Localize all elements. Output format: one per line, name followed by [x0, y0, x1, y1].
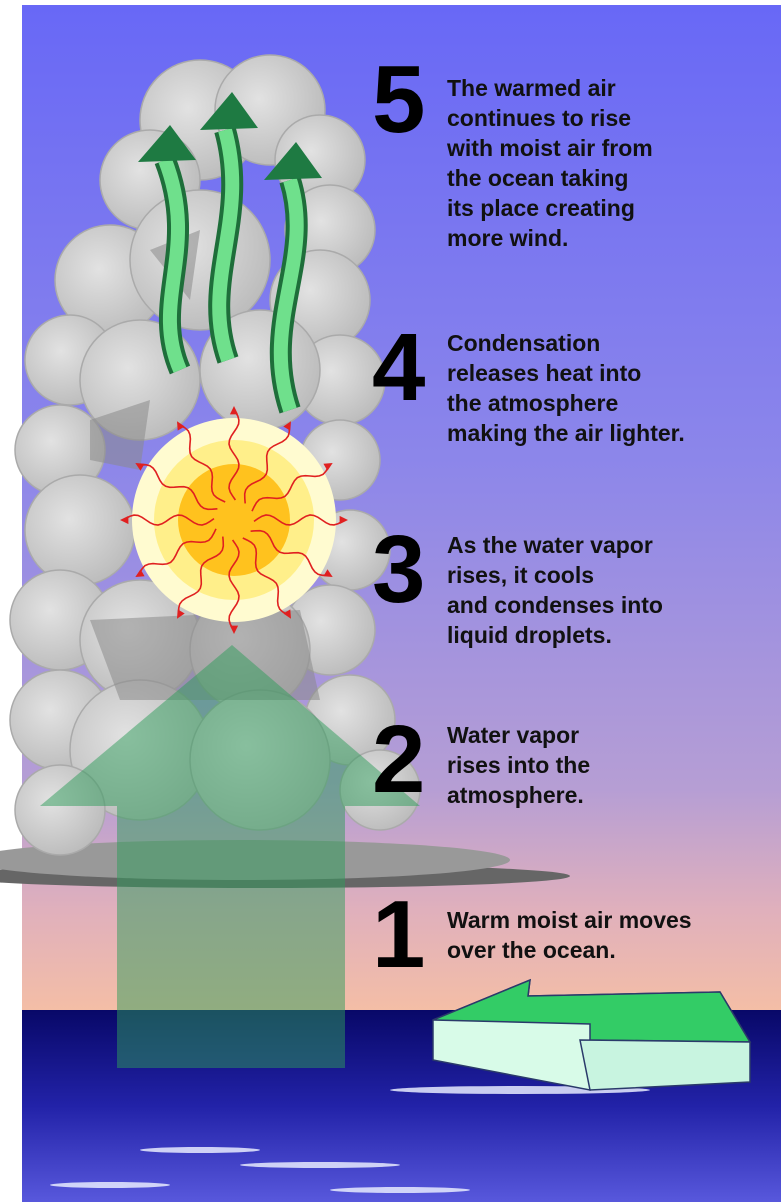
wind-arrow: [273, 177, 304, 413]
heat-ray-tip: [177, 421, 185, 431]
step-text: The warmed air: [447, 75, 616, 101]
heat-ray-tip: [135, 463, 145, 471]
heat-ray-tip: [177, 609, 185, 619]
surface-wind-arrow: [579, 1039, 751, 1091]
wind-arrow: [138, 92, 322, 414]
heat-ray: [228, 411, 240, 501]
wave-highlight: [140, 1147, 260, 1153]
wave-highlight: [240, 1162, 400, 1168]
step-text: Condensation: [447, 330, 600, 356]
wind-arrow: [212, 128, 240, 363]
rising-arrow: [40, 645, 420, 1068]
step-text: rises into the: [447, 752, 590, 778]
wind-arrow: [138, 125, 196, 162]
step-text: releases heat into: [447, 360, 641, 386]
cloud-shadow: [90, 400, 150, 470]
heat-ray-tip: [120, 515, 129, 525]
step-text: rises, it cools: [447, 562, 594, 588]
heat-ray: [242, 537, 288, 615]
step-text: Warm moist air moves: [447, 907, 692, 933]
step-number: 2: [372, 706, 425, 813]
wave-highlight: [330, 1187, 470, 1193]
wave-highlight: [50, 1182, 170, 1188]
step-number: 3: [372, 516, 425, 623]
step-number: 4: [372, 314, 425, 421]
step-text: making the air lighter.: [447, 420, 685, 446]
heat-ray: [139, 528, 217, 574]
heat-ray: [253, 514, 343, 526]
rising-arrow: [40, 645, 420, 1068]
wind-arrow: [264, 142, 322, 180]
steps: 5 The warmed air continues to rise with moi…: [372, 46, 692, 988]
surface-wind-arrow: [432, 978, 752, 1091]
heat-sun: [132, 418, 336, 622]
heat-ray-tip: [323, 463, 333, 471]
step-text: over the ocean.: [447, 937, 616, 963]
heat-ray-tip: [229, 406, 239, 415]
step-text: As the water vapor: [447, 532, 653, 558]
step-text: the ocean taking: [447, 165, 628, 191]
cloud: [24, 474, 136, 586]
step-text: the atmosphere: [447, 390, 618, 416]
heat-ray-tip: [229, 625, 239, 634]
heat-ray: [243, 427, 291, 504]
heat-ray: [250, 529, 327, 577]
heat-ray: [141, 463, 218, 511]
cloud: [129, 189, 271, 331]
heat-ray-tip: [339, 515, 348, 525]
heat-ray-tip: [283, 609, 291, 619]
surface-wind-arrow: [432, 978, 752, 1043]
step-text: with moist air from: [446, 135, 653, 161]
step-text: Water vapor: [447, 722, 579, 748]
heat-ray: [177, 536, 225, 613]
step-number: 5: [372, 46, 425, 153]
step-text: atmosphere.: [447, 782, 584, 808]
heat-ray: [251, 466, 329, 512]
heat-ray-tip: [323, 569, 333, 577]
heat-ray: [120, 406, 348, 634]
step-text: and condenses into: [447, 592, 663, 618]
heat-ray: [228, 539, 240, 629]
heat-sun: [178, 464, 290, 576]
heat-ray: [180, 425, 226, 503]
step-text: its place creating: [447, 195, 635, 221]
heat-ray: [125, 514, 215, 526]
wind-arrow: [158, 157, 187, 373]
step-number: 1: [372, 881, 425, 988]
step-text: liquid droplets.: [447, 622, 612, 648]
heat-ray-tip: [135, 569, 145, 577]
heat-ray-tip: [283, 421, 291, 431]
step-text: continues to rise: [447, 105, 631, 131]
wind-arrow: [200, 92, 258, 130]
step-text: more wind.: [447, 225, 568, 251]
